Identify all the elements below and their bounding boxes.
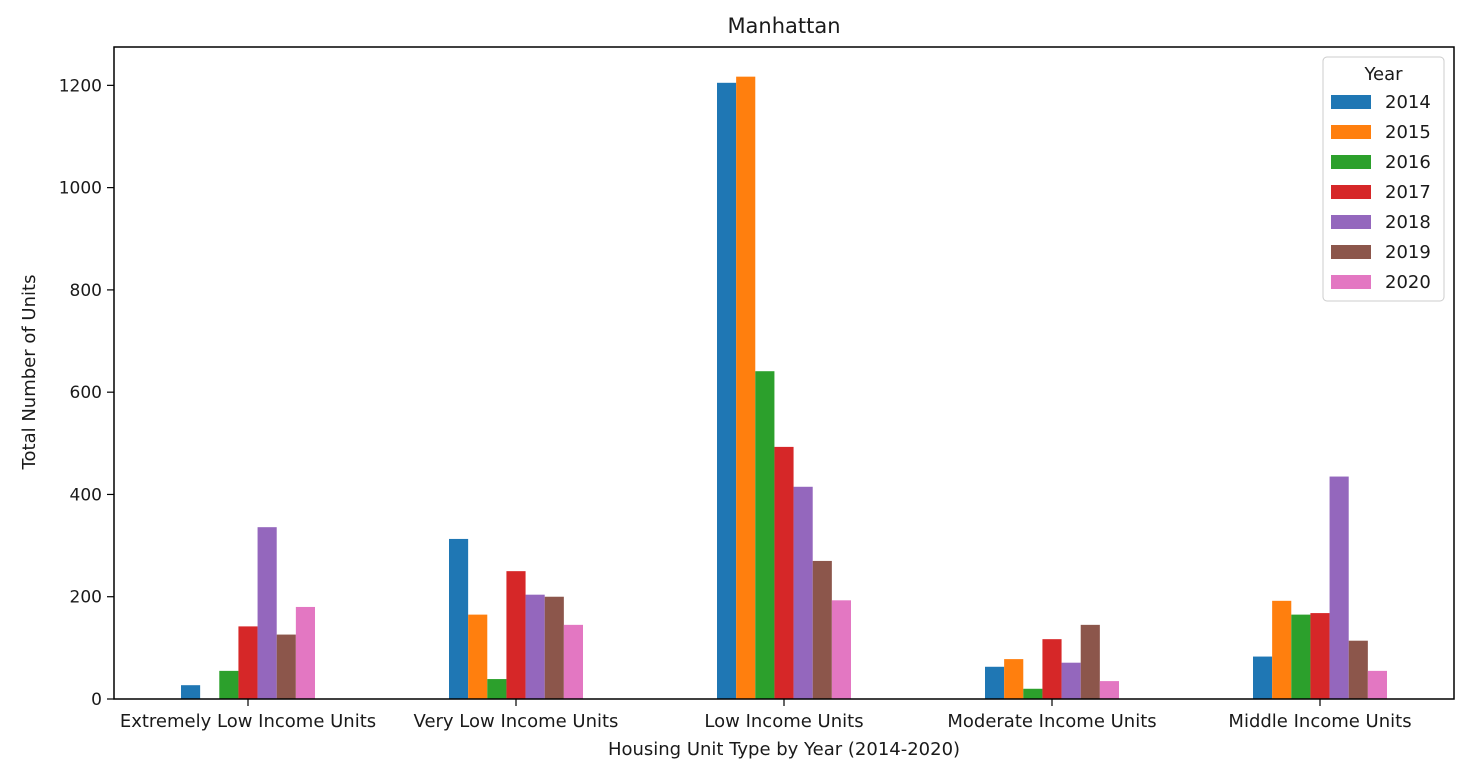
legend-swatch-2018	[1331, 215, 1371, 229]
legend-label-2014: 2014	[1385, 92, 1431, 113]
legend-swatch-2015	[1331, 125, 1371, 139]
x-tick-label: Extremely Low Income Units	[120, 711, 376, 732]
bar-2020-0	[295, 606, 315, 699]
bar-2014-4	[1253, 656, 1273, 699]
legend-swatch-2020	[1331, 275, 1371, 289]
bar-2016-3	[1023, 688, 1043, 699]
y-tick-label: 1200	[59, 76, 102, 96]
bar-2018-1	[525, 594, 545, 699]
legend-label-2018: 2018	[1385, 212, 1431, 233]
bar-2016-2	[755, 371, 775, 699]
bar-2020-1	[563, 624, 583, 699]
bar-2017-1	[506, 571, 526, 699]
x-tick-label: Very Low Income Units	[414, 711, 619, 732]
bar-2018-2	[793, 486, 813, 699]
bar-2019-3	[1080, 624, 1100, 699]
bar-2015-1	[468, 614, 488, 699]
legend-title: Year	[1363, 64, 1403, 85]
bar-2017-3	[1042, 639, 1062, 699]
bar-2019-1	[544, 596, 564, 699]
axes-layer: 0 200 400 600 800 1000 1200 Extremely Low Incom…	[59, 46, 1455, 732]
x-tick-label: Middle Income Units	[1228, 711, 1411, 732]
bar-2017-2	[774, 446, 794, 699]
y-tick-label: 1000	[59, 179, 102, 199]
legend: Year 2014 2015 2016 2017 2018 2019 2020	[1322, 56, 1445, 302]
y-tick-label: 800	[70, 281, 102, 301]
y-tick-label: 200	[70, 588, 102, 608]
x-tick-label: Moderate Income Units	[947, 711, 1156, 732]
bar-2017-4	[1310, 613, 1330, 699]
legend-label-2017: 2017	[1385, 182, 1431, 203]
legend-box	[1322, 56, 1445, 302]
chart-title: Manhattan	[727, 14, 840, 38]
bars-layer	[181, 76, 1387, 700]
y-tick-label: 600	[70, 383, 102, 403]
bar-2016-4	[1291, 614, 1311, 699]
bar-2020-3	[1099, 681, 1119, 699]
bar-2014-1	[449, 538, 469, 699]
legend-swatch-2019	[1331, 245, 1371, 259]
legend-swatch-2016	[1331, 155, 1371, 169]
bar-2017-0	[238, 626, 258, 699]
y-tick-label: 0	[91, 690, 102, 710]
bar-2019-0	[276, 634, 296, 699]
bar-2018-3	[1061, 662, 1081, 699]
bar-2015-3	[1004, 659, 1024, 699]
bar-2020-2	[831, 600, 851, 699]
legend-label-2019: 2019	[1385, 242, 1431, 263]
bar-2016-0	[219, 670, 239, 699]
bar-2014-3	[985, 666, 1005, 699]
x-tick-label: Low Income Units	[704, 711, 863, 732]
bar-2019-4	[1348, 640, 1368, 699]
legend-label-2016: 2016	[1385, 152, 1431, 173]
legend-label-2015: 2015	[1385, 122, 1431, 143]
y-tick-label: 400	[70, 485, 102, 505]
legend-swatch-2014	[1331, 95, 1371, 109]
legend-swatch-2017	[1331, 185, 1371, 199]
bar-2014-0	[181, 685, 201, 699]
legend-label-2020: 2020	[1385, 272, 1431, 293]
bar-2018-4	[1329, 476, 1349, 699]
bar-2019-2	[812, 560, 832, 699]
bar-2016-1	[487, 679, 507, 699]
y-axis-label: Total Number of Units	[19, 275, 40, 471]
bar-2018-0	[257, 527, 277, 699]
bar-2015-2	[736, 76, 756, 699]
bar-2020-4	[1367, 670, 1387, 699]
bar-2015-4	[1272, 600, 1292, 699]
bar-2014-2	[717, 82, 737, 700]
x-axis-label: Housing Unit Type by Year (2014-2020)	[608, 739, 960, 760]
